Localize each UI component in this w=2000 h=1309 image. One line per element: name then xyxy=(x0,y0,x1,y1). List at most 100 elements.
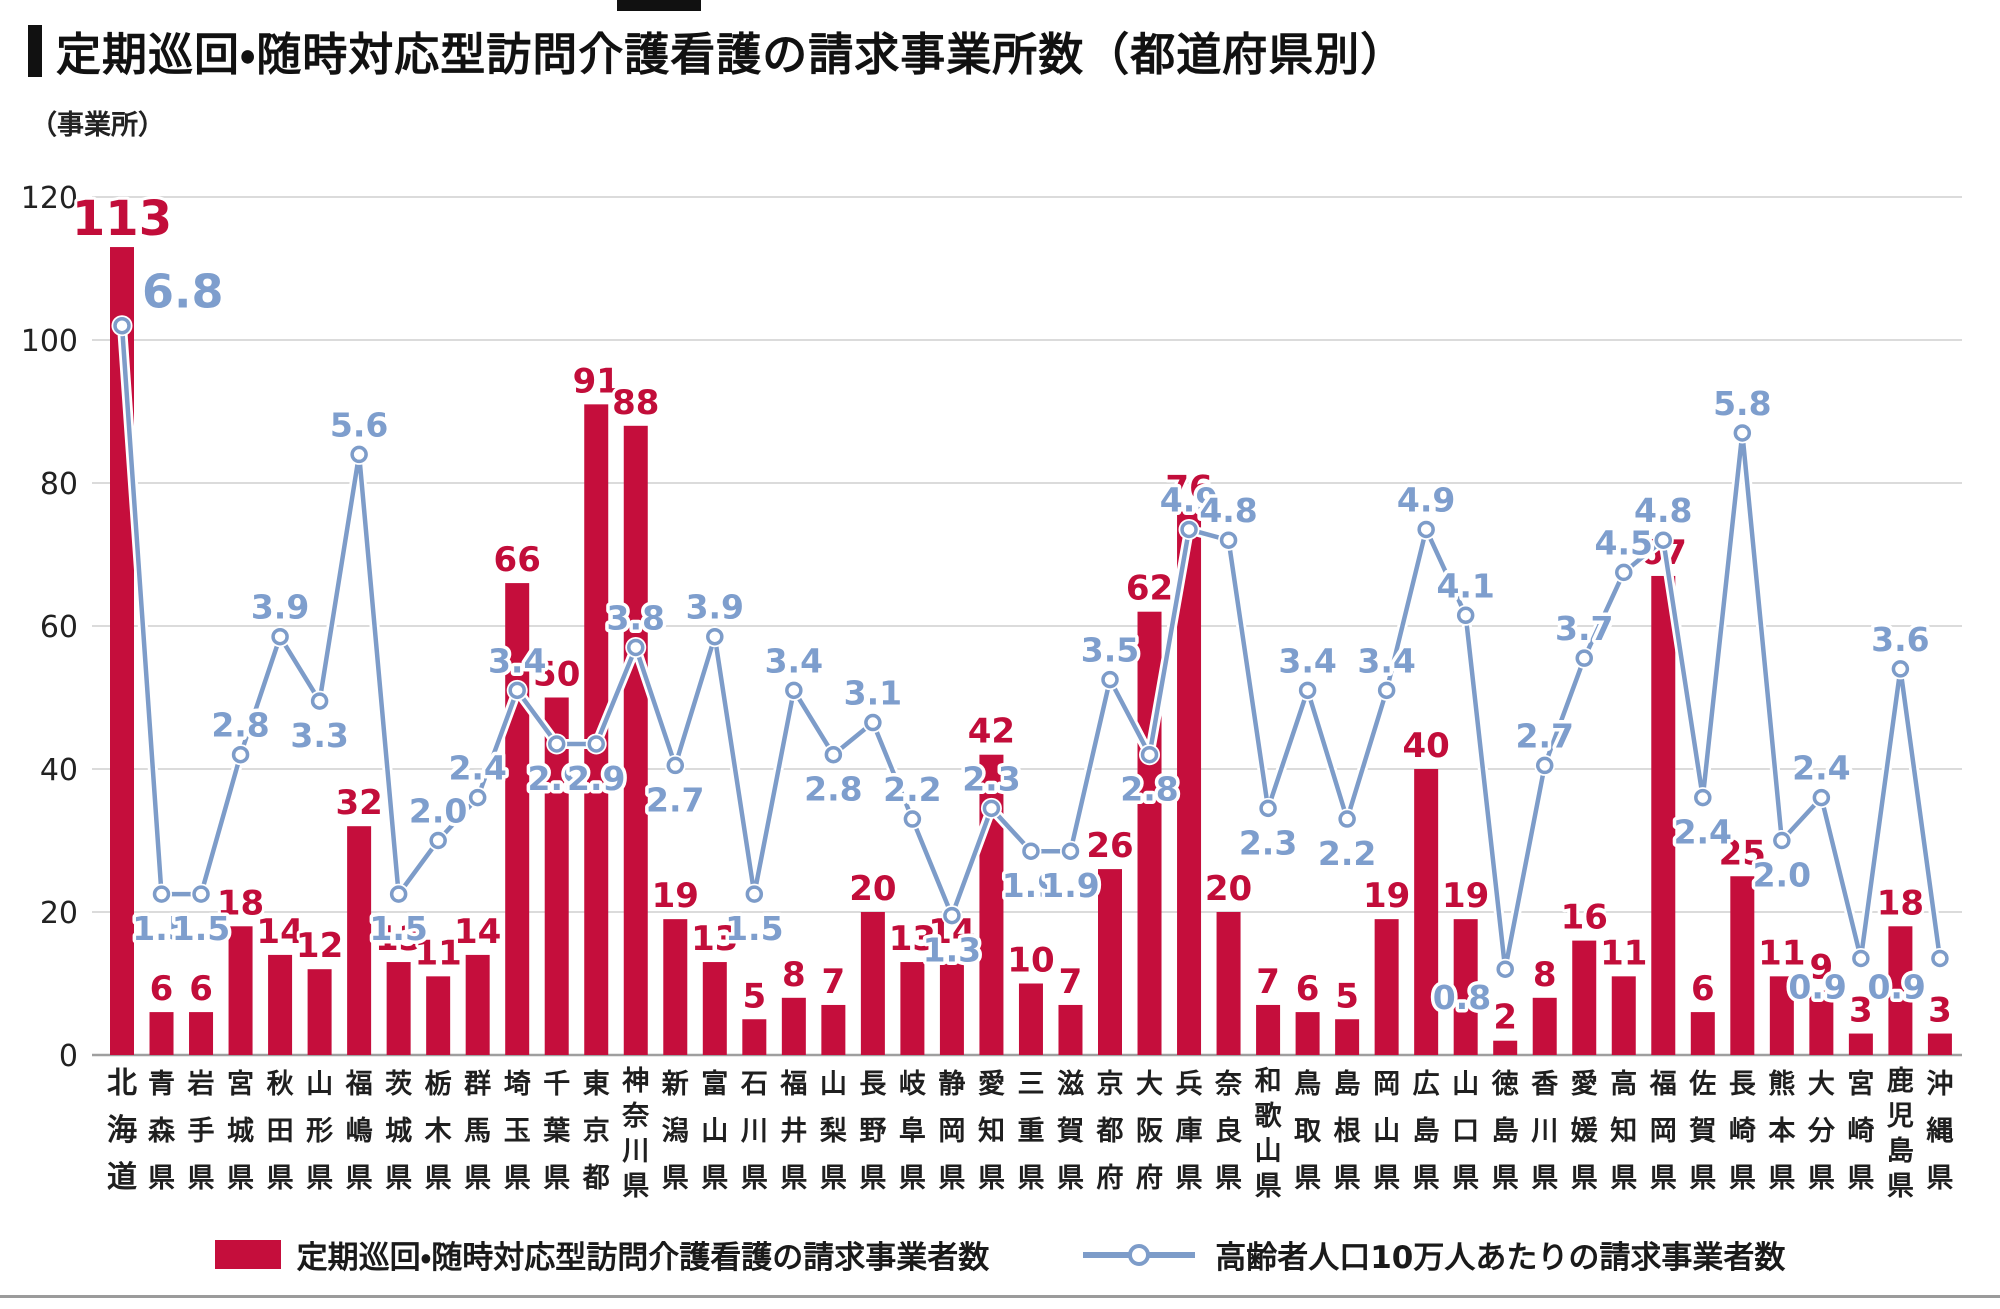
x-tick-岩手県: 岩手県 xyxy=(187,1069,215,1194)
bar-series-label: 定期巡回・随時対応型訪問介護看護の請求事業者数 xyxy=(296,1240,990,1276)
bar-青森県 xyxy=(149,1012,174,1055)
bar-value-label-秋田県: 14 xyxy=(256,912,303,952)
bar-value-label-広島県: 40 xyxy=(1402,726,1449,766)
rate-value-label-栃木県: 2.0 xyxy=(409,792,467,831)
bar-value-label-山口県: 19 xyxy=(1442,876,1489,916)
rate-point-岩手県 xyxy=(192,885,210,903)
rate-value-label-滋賀県: 1.9 xyxy=(1041,866,1099,905)
bar-value-label-大阪府: 62 xyxy=(1126,569,1173,609)
rate-value-label-広島県: 4.9 xyxy=(1397,480,1455,519)
x-tick-佐賀県: 佐賀県 xyxy=(1688,1069,1716,1194)
bar-value-label-熊本県: 11 xyxy=(1758,933,1805,973)
bar-value-label-福嶋県: 32 xyxy=(335,783,382,823)
rate-point-香川県 xyxy=(1535,756,1554,775)
rate-point-福嶋県 xyxy=(350,445,368,464)
bar-香川県 xyxy=(1532,997,1557,1055)
rate-point-愛知県 xyxy=(982,799,1001,818)
rate-point-山梨県 xyxy=(824,745,843,764)
bar-福岡県 xyxy=(1651,575,1676,1055)
rate-value-label-山形県: 3.3 xyxy=(290,716,348,755)
top-black-strip xyxy=(617,0,701,11)
bar-茨城県 xyxy=(386,962,411,1055)
rate-point-大阪府 xyxy=(1140,745,1159,764)
rate-value-label-茨城県: 1.5 xyxy=(369,909,427,948)
x-tick-山形県: 山形県 xyxy=(306,1069,333,1194)
rate-value-label-熊本県: 2.0 xyxy=(1753,856,1811,895)
x-tick-宮崎県: 宮崎県 xyxy=(1847,1069,1874,1194)
bar-value-label-東京都: 91 xyxy=(573,361,620,401)
x-tick-福岡県: 福岡県 xyxy=(1649,1069,1677,1194)
chart-legend: 定期巡回・随時対応型訪問介護看護の請求事業者数 高齢者人口10万人あたりの請求事… xyxy=(0,1232,2000,1277)
y-tick-20: 20 xyxy=(40,896,78,931)
rate-point-神奈川県 xyxy=(627,638,645,657)
bar-三重県 xyxy=(1018,983,1043,1055)
rate-point-山形県 xyxy=(310,692,329,710)
bar-島根県 xyxy=(1335,1019,1360,1055)
rate-value-label-東京都: 2.9 xyxy=(567,759,625,798)
rate-point-佐賀県 xyxy=(1694,788,1712,807)
bar-value-label-岩手県: 6 xyxy=(189,969,213,1009)
x-tick-石川県: 石川県 xyxy=(740,1069,768,1194)
bar-value-label-宮崎県: 3 xyxy=(1849,991,1873,1031)
bar-福嶋県 xyxy=(347,826,372,1055)
rate-point-徳島県 xyxy=(1496,960,1514,978)
bar-山梨県 xyxy=(821,1004,846,1055)
x-tick-熊本県: 熊本県 xyxy=(1768,1069,1796,1194)
rate-point-宮崎県 xyxy=(1852,949,1870,968)
bar-value-label-佐賀県: 6 xyxy=(1691,969,1715,1009)
x-tick-埼玉県: 埼玉県 xyxy=(504,1069,531,1194)
rate-value-label-神奈川県: 3.8 xyxy=(607,598,665,637)
x-tick-秋田県: 秋田県 xyxy=(267,1069,294,1194)
bar-高知県 xyxy=(1611,976,1636,1055)
bar-山口県 xyxy=(1453,919,1478,1055)
rate-point-山口県 xyxy=(1456,606,1475,625)
rate-value-label-岡山県: 3.4 xyxy=(1357,641,1415,680)
bar-value-label-徳島県: 2 xyxy=(1493,998,1517,1038)
bar-value-label-北海道: 113 xyxy=(72,191,172,247)
rate-point-岡山県 xyxy=(1377,681,1396,700)
bar-千葉県 xyxy=(544,697,569,1055)
rate-value-label-島根県: 2.2 xyxy=(1318,834,1376,873)
rate-point-群馬県 xyxy=(468,788,487,807)
rate-value-label-愛知県: 2.3 xyxy=(962,759,1020,798)
rate-point-長崎県 xyxy=(1733,424,1752,442)
bar-value-label-長野県: 20 xyxy=(849,869,896,909)
rate-value-label-岐阜県: 2.2 xyxy=(883,770,941,809)
rate-point-栃木県 xyxy=(429,831,447,850)
rate-value-label-大分県: 2.4 xyxy=(1792,749,1850,788)
rate-value-label-静岡県: 1.3 xyxy=(923,931,981,970)
bar-熊本県 xyxy=(1769,976,1794,1055)
rate-point-静岡県 xyxy=(943,906,961,925)
rate-value-label-鳥取県: 3.4 xyxy=(1278,641,1336,680)
bar-秋田県 xyxy=(268,954,293,1055)
x-tick-東京都: 東京都 xyxy=(582,1069,610,1194)
rate-point-青森県 xyxy=(152,885,171,903)
x-tick-北海道: 北海道 xyxy=(107,1066,137,1195)
rate-value-label-群馬県: 2.4 xyxy=(448,749,506,788)
x-tick-鹿児島県: 鹿児島県 xyxy=(1887,1066,1914,1202)
rate-point-熊本県 xyxy=(1773,831,1791,850)
x-tick-静岡県: 静岡県 xyxy=(938,1069,965,1194)
x-tick-滋賀県: 滋賀県 xyxy=(1057,1069,1084,1194)
rate-point-鹿児島県 xyxy=(1891,660,1910,678)
rate-value-label-愛媛県: 3.7 xyxy=(1555,609,1613,648)
y-tick-100: 100 xyxy=(21,324,78,359)
rate-point-北海道 xyxy=(113,316,131,335)
rate-point-富山県 xyxy=(706,627,724,646)
x-tick-奈良県: 奈良県 xyxy=(1214,1069,1243,1194)
bar-value-label-栃木県: 11 xyxy=(414,933,461,973)
x-tick-大阪府: 大阪府 xyxy=(1136,1069,1163,1194)
rate-point-広島県 xyxy=(1417,520,1435,539)
bar-value-label-和歌山県: 7 xyxy=(1256,962,1280,1002)
rate-value-label-岩手県: 1.5 xyxy=(172,909,230,948)
bar-value-label-三重県: 10 xyxy=(1007,941,1054,981)
bar-value-label-高知県: 11 xyxy=(1600,933,1647,973)
x-tick-広島県: 広島県 xyxy=(1413,1069,1440,1194)
bar-鳥取県 xyxy=(1295,1012,1320,1055)
rate-point-沖縄県 xyxy=(1931,949,1949,968)
y-axis-unit-label: （事業所） xyxy=(30,110,165,141)
bar-京都府 xyxy=(1098,869,1122,1055)
bar-value-label-大分県: 9 xyxy=(1810,948,1834,988)
rate-value-label-福嶋県: 5.6 xyxy=(330,405,388,444)
